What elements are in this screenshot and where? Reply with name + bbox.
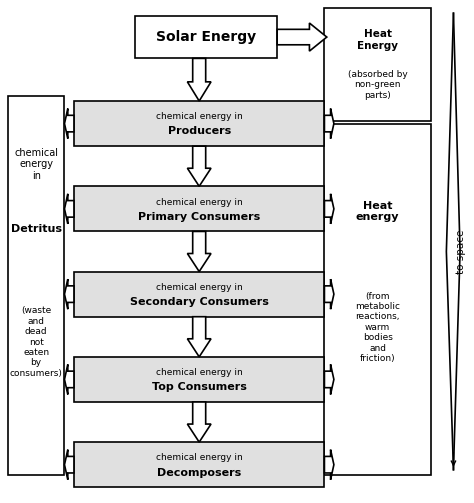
Bar xyxy=(74,101,324,146)
Text: (from
metabolic
reactions,
warm
bodies
and
friction): (from metabolic reactions, warm bodies a… xyxy=(355,292,400,363)
Text: Heat
energy: Heat energy xyxy=(356,201,400,222)
Polygon shape xyxy=(187,58,211,101)
Text: Primary Consumers: Primary Consumers xyxy=(138,212,260,222)
Polygon shape xyxy=(187,231,211,272)
Text: Solar Energy: Solar Energy xyxy=(156,30,256,44)
Polygon shape xyxy=(277,23,327,51)
Polygon shape xyxy=(187,146,211,186)
Bar xyxy=(74,357,324,402)
Polygon shape xyxy=(324,194,334,224)
Polygon shape xyxy=(324,109,334,139)
Text: chemical energy in: chemical energy in xyxy=(156,112,243,121)
Bar xyxy=(136,16,277,58)
Bar xyxy=(8,96,64,475)
Text: (absorbed by
non-green
parts): (absorbed by non-green parts) xyxy=(348,70,408,100)
Bar xyxy=(324,124,431,475)
Polygon shape xyxy=(187,402,211,442)
Text: (waste
and
dead
not
eaten
by
consumers): (waste and dead not eaten by consumers) xyxy=(9,306,63,378)
Text: Decomposers: Decomposers xyxy=(157,468,241,477)
Bar xyxy=(74,272,324,317)
Text: chemical energy in: chemical energy in xyxy=(156,453,243,462)
Text: chemical energy in: chemical energy in xyxy=(156,368,243,377)
Polygon shape xyxy=(324,364,334,394)
Polygon shape xyxy=(64,194,74,224)
Polygon shape xyxy=(64,109,74,139)
Polygon shape xyxy=(64,450,74,480)
Polygon shape xyxy=(324,450,334,480)
Text: chemical energy in: chemical energy in xyxy=(156,198,243,207)
Polygon shape xyxy=(64,364,74,394)
Polygon shape xyxy=(324,279,334,309)
Bar xyxy=(74,186,324,231)
Text: Heat
Energy: Heat Energy xyxy=(357,29,398,51)
Bar xyxy=(324,8,431,121)
Text: Top Consumers: Top Consumers xyxy=(152,382,246,392)
Text: Detritus: Detritus xyxy=(10,223,62,233)
Text: Producers: Producers xyxy=(168,126,231,136)
Bar xyxy=(74,442,324,487)
Polygon shape xyxy=(187,317,211,357)
Text: to space: to space xyxy=(456,229,466,274)
Text: chemical
energy
in: chemical energy in xyxy=(14,147,58,181)
Polygon shape xyxy=(64,279,74,309)
Text: chemical energy in: chemical energy in xyxy=(156,283,243,292)
Text: Secondary Consumers: Secondary Consumers xyxy=(130,297,269,307)
